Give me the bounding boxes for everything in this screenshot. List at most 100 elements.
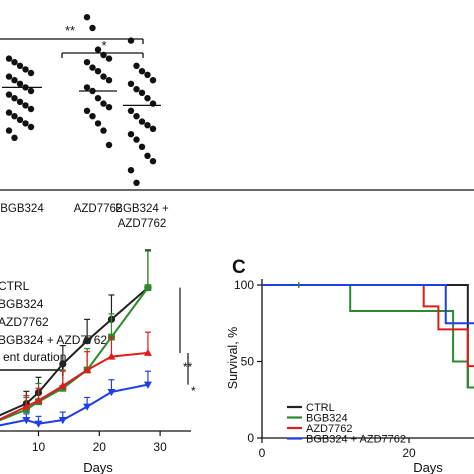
- x-tick-label: AZD7762: [74, 203, 123, 215]
- x-tick-label: 20: [93, 440, 107, 454]
- survival-curve: [262, 284, 474, 389]
- significance-label: *: [191, 384, 196, 398]
- legend-label: AZD7762: [0, 315, 49, 329]
- scatter-point: [89, 24, 96, 32]
- scatter-point: [127, 80, 135, 88]
- scatter-point: [27, 69, 35, 77]
- scatter-point: [133, 86, 140, 93]
- scatter-point: [22, 66, 29, 73]
- scatter-point: [127, 167, 135, 174]
- scatter-point: [83, 84, 91, 91]
- scatter-point: [100, 100, 107, 107]
- x-tick-label: 0: [259, 446, 266, 460]
- legend-label: BGB324: [0, 297, 44, 311]
- scatter-point: [89, 113, 96, 120]
- scatter-point: [149, 158, 157, 165]
- scatter-point: [138, 143, 146, 150]
- legend-label: BGB324: [306, 413, 348, 425]
- x-tick-label: AZD7762: [118, 218, 167, 230]
- data-point: [83, 365, 92, 373]
- scatter-point: [11, 77, 18, 84]
- survival-curve: [262, 284, 474, 368]
- scatter-point: [138, 68, 146, 75]
- scatter-point: [127, 107, 135, 115]
- scatter-point: [11, 113, 18, 120]
- scatter-point: [83, 107, 91, 115]
- scatter-point: [144, 95, 151, 102]
- scatter-point: [133, 179, 140, 186]
- data-point: [59, 360, 67, 368]
- data-point: [143, 381, 152, 389]
- data-point: [143, 348, 152, 356]
- scatter-point: [94, 95, 102, 102]
- scatter-point: [149, 125, 157, 132]
- scatter-point: [5, 109, 13, 116]
- scatter-point: [133, 136, 140, 143]
- scatter-point: [105, 77, 113, 84]
- y-tick-label: 0: [247, 431, 254, 445]
- data-point: [22, 417, 31, 425]
- legend-label: CTRL: [306, 402, 335, 414]
- data-point: [144, 284, 152, 292]
- scatter-point: [149, 77, 157, 84]
- data-point: [22, 402, 31, 410]
- x-tick-label: 30: [153, 440, 167, 454]
- x-tick-label: BGB324 +: [115, 203, 169, 215]
- data-point: [22, 406, 30, 414]
- scatter-point: [144, 122, 151, 129]
- x-axis-title: Days: [413, 460, 443, 474]
- significance-label: **: [65, 23, 75, 38]
- x-axis-title: Days: [83, 460, 113, 474]
- scatter-point: [94, 46, 102, 53]
- scatter-point: [5, 127, 13, 134]
- scatter-point: [89, 64, 96, 71]
- scatter-point: [22, 102, 29, 109]
- scatter-point: [100, 73, 107, 80]
- survival-curve: [262, 284, 474, 325]
- scatter-point: [100, 127, 107, 134]
- y-axis-title: Survival, %: [226, 327, 240, 390]
- legend-label: AZD7762: [306, 423, 352, 435]
- scatter-point: [27, 87, 35, 95]
- significance-label: *: [101, 38, 106, 53]
- scatter-point: [11, 59, 18, 66]
- scatter-point: [27, 105, 35, 113]
- scatter-point: [5, 91, 13, 98]
- scatter-point: [5, 55, 13, 62]
- data-point: [83, 337, 91, 345]
- scatter-point: [105, 104, 113, 111]
- series-line: [0, 351, 149, 421]
- scatter-point: [16, 80, 24, 88]
- scatter-point: [144, 71, 151, 79]
- scatter-point: [138, 118, 146, 125]
- x-tick-label: 20: [402, 446, 416, 460]
- data-point: [58, 381, 67, 389]
- scatter-point: [16, 116, 24, 124]
- data-point: [34, 420, 43, 428]
- scatter-point: [27, 123, 35, 131]
- scatter-point: [127, 131, 135, 138]
- x-tick-label: 10: [32, 440, 46, 454]
- scatter-point: [105, 55, 113, 62]
- scatter-point: [133, 62, 140, 69]
- panel-label: C: [232, 257, 246, 278]
- y-tick-label: 50: [241, 355, 255, 369]
- x-tick-label: BGB324: [0, 203, 44, 215]
- legend-label: BGB324 + AZD7762: [0, 333, 107, 347]
- scatter-point: [133, 113, 140, 120]
- scatter-point: [5, 73, 13, 80]
- scatter-point: [16, 98, 24, 106]
- scatter-point: [83, 59, 91, 66]
- scatter-point: [11, 134, 18, 141]
- scatter-point: [105, 141, 113, 149]
- scatter-point: [83, 14, 91, 21]
- y-tick-label: 100: [234, 278, 254, 292]
- treatment-duration-label: ent duration: [3, 350, 66, 364]
- legend-label: BGB324 + AZD7762: [306, 434, 406, 446]
- series-line: [0, 383, 149, 427]
- series-line: [0, 286, 149, 417]
- scatter-point: [138, 89, 146, 97]
- scatter-point: [22, 120, 29, 127]
- data-point: [34, 396, 43, 404]
- scatter-point: [11, 95, 18, 102]
